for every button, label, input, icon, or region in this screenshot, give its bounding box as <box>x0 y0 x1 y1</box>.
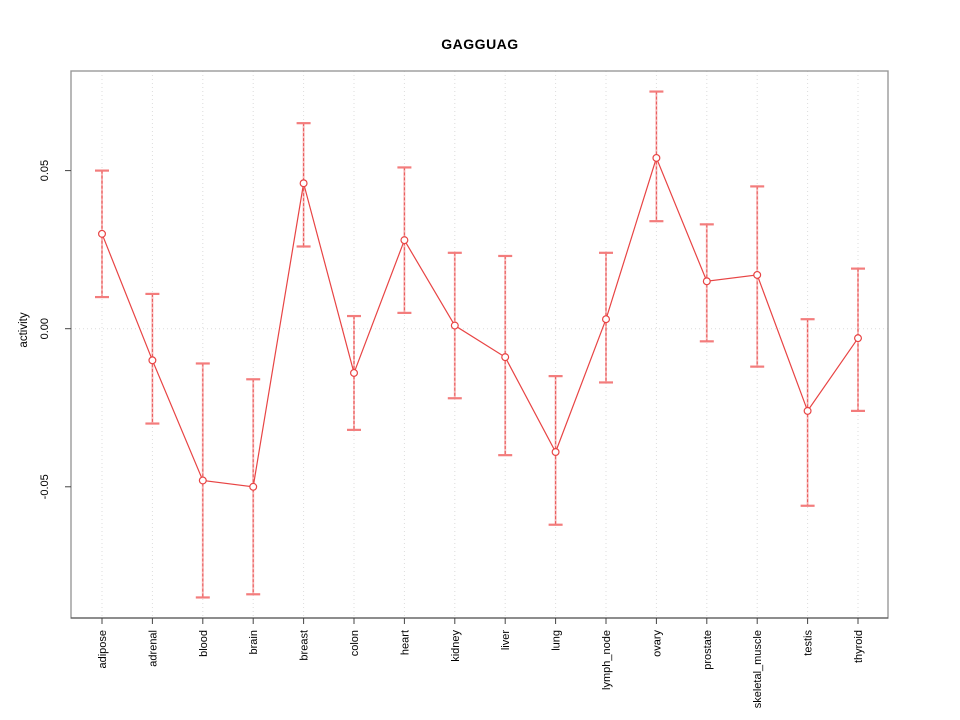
data-point-thyroid <box>853 334 862 343</box>
x-tick-label-testis: testis <box>803 630 815 656</box>
data-point-ovary <box>652 153 661 162</box>
data-point-kidney <box>450 321 459 330</box>
y-axis-label: activity <box>18 312 30 347</box>
data-point-lymph_node <box>601 315 610 324</box>
x-tick-label-lymph_node: lymph_node <box>601 630 613 690</box>
x-tick-label-thyroid: thyroid <box>853 630 865 663</box>
data-point-testis <box>803 406 812 415</box>
x-tick-label-blood: blood <box>198 630 210 657</box>
x-tick-label-kidney: kidney <box>450 630 462 662</box>
chart-title: GAGGUAG <box>441 36 519 52</box>
data-point-adipose <box>97 229 106 238</box>
data-point-liver <box>501 353 510 362</box>
data-point-adrenal <box>148 356 157 365</box>
data-point-colon <box>350 368 359 377</box>
data-point-prostate <box>702 277 711 286</box>
x-tick-label-adrenal: adrenal <box>147 630 159 667</box>
y-tick-label: -0.05 <box>39 474 51 499</box>
x-tick-label-heart: heart <box>399 630 411 655</box>
x-tick-label-brain: brain <box>248 630 260 654</box>
data-point-lung <box>551 448 560 457</box>
data-point-heart <box>400 236 409 245</box>
data-point-skeletal_muscle <box>753 270 762 279</box>
x-tick-label-ovary: ovary <box>651 630 663 657</box>
data-point-breast <box>299 179 308 188</box>
series-line <box>101 156 859 488</box>
y-tick-label: 0.05 <box>39 160 51 181</box>
data-point-blood <box>198 476 207 485</box>
x-tick-label-skeletal_muscle: skeletal_muscle <box>752 630 764 708</box>
x-tick-label-breast: breast <box>299 630 311 661</box>
data-point-brain <box>249 482 258 491</box>
x-tick-label-liver: liver <box>500 630 512 651</box>
plot-frame <box>70 70 889 619</box>
x-tick-label-adipose: adipose <box>97 630 109 669</box>
x-tick-label-colon: colon <box>349 630 361 656</box>
y-tick-label: 0.00 <box>39 318 51 339</box>
x-tick-label-lung: lung <box>551 630 563 651</box>
x-tick-label-prostate: prostate <box>702 630 714 670</box>
